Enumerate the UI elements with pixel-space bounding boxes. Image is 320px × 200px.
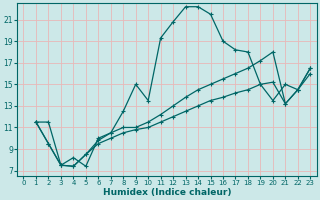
X-axis label: Humidex (Indice chaleur): Humidex (Indice chaleur) [103,188,231,197]
